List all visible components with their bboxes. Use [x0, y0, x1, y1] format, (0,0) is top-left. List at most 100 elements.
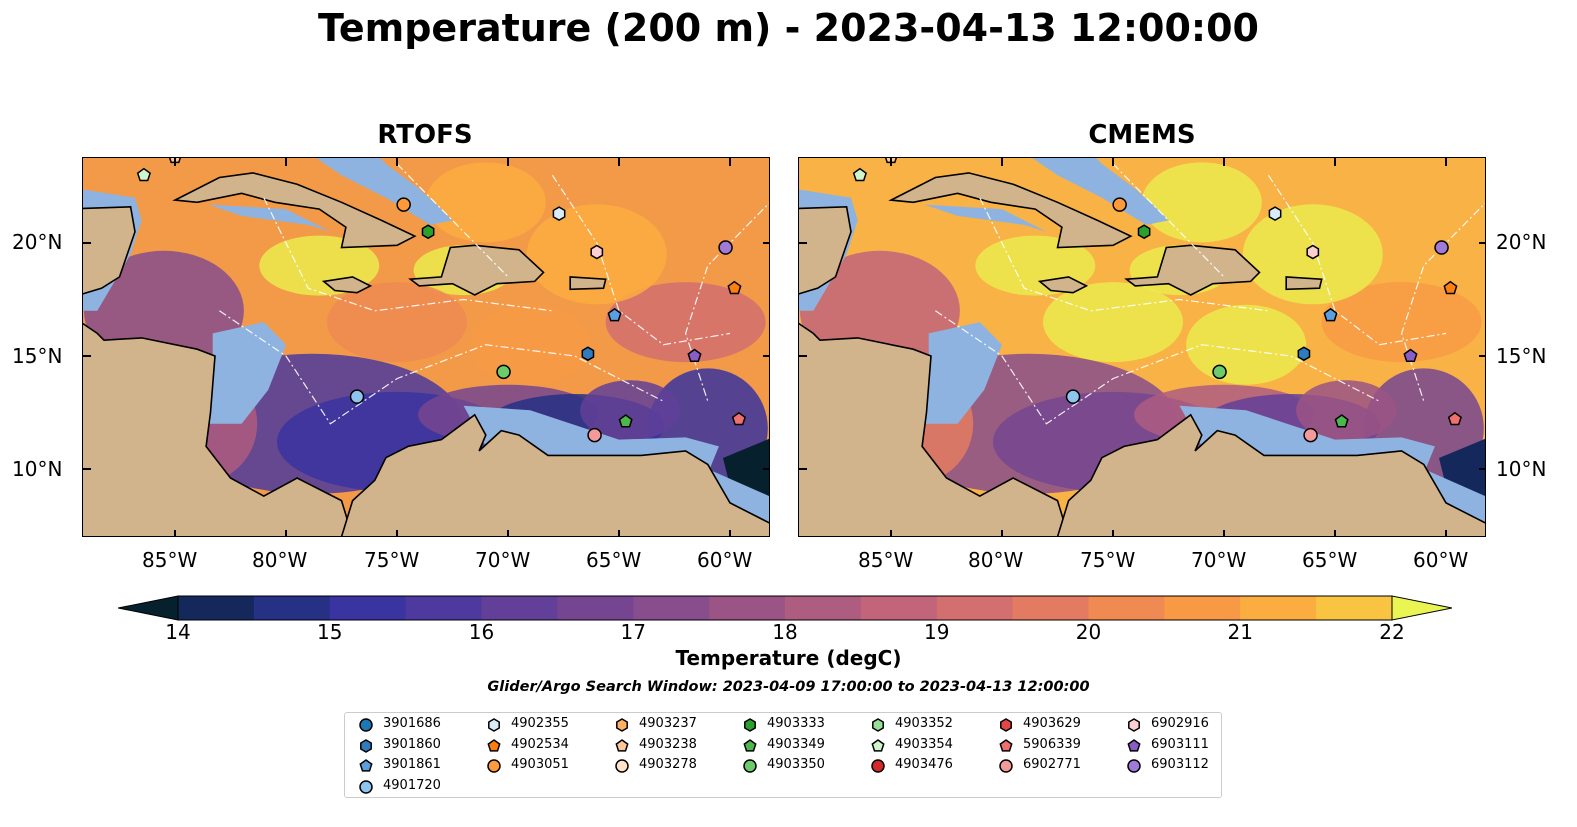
float-legend: 3901686 3901860 3901861 4901720 4902355 49025… — [344, 712, 1222, 798]
colorbar-segment — [1164, 596, 1241, 620]
legend-label-4902534: 4902534 — [511, 736, 569, 752]
map-rtofs-canvas — [83, 158, 769, 536]
legend-marker-4903349 — [743, 738, 757, 752]
legend-marker-4903629 — [1000, 718, 1012, 732]
float-4903350-marker — [1212, 364, 1227, 380]
float-4902534-marker — [1443, 280, 1458, 295]
float-4903629-marker — [1000, 718, 1012, 732]
legend-marker-4903350 — [743, 759, 757, 773]
figure-title: Temperature (200 m) - 2023-04-13 12:00:0… — [317, 6, 1259, 50]
float-4903354-marker — [871, 738, 885, 752]
y-tick-left-10N: 10°N — [12, 457, 63, 481]
temperature-blob — [605, 282, 766, 363]
float-3901860-marker — [360, 738, 372, 753]
colorbar-segment — [936, 596, 1014, 620]
legend-marker-5906339 — [999, 738, 1013, 752]
float-4903051-marker — [487, 759, 501, 773]
map-cmems — [798, 157, 1486, 537]
legend-label-4903278: 4903278 — [639, 757, 697, 772]
temperature-blob — [1296, 380, 1397, 441]
eez-boundary — [219, 310, 664, 425]
float-3901860-marker — [581, 346, 595, 362]
float-4903278-marker — [615, 759, 629, 773]
float-5906339-marker — [999, 738, 1013, 752]
float-4903350-marker — [743, 759, 757, 773]
eez-boundary — [935, 310, 1380, 425]
colorbar-segment — [481, 596, 558, 620]
float-4901720-marker — [349, 389, 365, 404]
temperature-blob — [1186, 304, 1307, 385]
eez-boundary — [979, 197, 1269, 312]
float-6903111-marker — [687, 348, 702, 363]
legend-label-4903333: 4903333 — [767, 716, 825, 731]
float-4902355-marker — [1268, 206, 1282, 221]
legend-marker-6902771 — [999, 759, 1013, 773]
land-centralAmerica — [83, 322, 354, 536]
float-4902534-marker — [727, 280, 742, 295]
legend-label-4903051: 4903051 — [511, 757, 569, 772]
eez-boundary — [551, 174, 731, 346]
legend-marker-4903354 — [871, 738, 885, 752]
float-4903051-marker — [1112, 197, 1127, 212]
x-tick-right-70W: 70°W — [1191, 548, 1247, 572]
x-tick-left-85W: 85°W — [142, 548, 198, 572]
float-4903476-marker — [871, 759, 885, 773]
eez-boundary — [263, 197, 553, 312]
shallow-water-nicBank — [208, 322, 286, 424]
colorbar-tick-label: 22 — [1379, 620, 1405, 644]
float-3901686-marker — [359, 718, 373, 732]
legend-marker-3901861 — [359, 759, 373, 772]
float-6902771-marker — [999, 759, 1013, 773]
float-4901720-marker — [1065, 389, 1081, 404]
colorbar-segment — [405, 596, 482, 620]
float-6902916-marker — [1306, 244, 1320, 260]
land-yucatan — [83, 205, 136, 295]
x-tick-left-70W: 70°W — [475, 548, 531, 572]
legend-marker-3901860 — [360, 738, 372, 753]
temperature-blob — [1043, 282, 1183, 363]
legend-label-4903352: 4903352 — [895, 716, 953, 731]
colorbar-segment — [253, 596, 331, 620]
map-cmems-canvas — [799, 158, 1485, 536]
legend-marker-4901720 — [359, 779, 373, 794]
legend-marker-4902534 — [487, 738, 501, 752]
colorbar-canvas — [117, 595, 1453, 621]
map-rtofs — [82, 157, 770, 537]
eez-boundary — [1267, 174, 1447, 346]
legend-marker-4902355 — [488, 718, 500, 732]
legend-label-6902771: 6902771 — [1023, 757, 1081, 772]
legend-label-5906339: 5906339 — [1023, 736, 1081, 752]
legend-label-4902355: 4902355 — [511, 716, 569, 731]
land-yucatan — [799, 205, 852, 295]
x-tick-right-60W: 60°W — [1413, 548, 1469, 572]
float-4903354-marker — [136, 167, 151, 182]
float-4903349-marker — [1334, 414, 1349, 428]
colorbar-extend-high — [1391, 595, 1453, 621]
x-tick-left-65W: 65°W — [586, 548, 642, 572]
legend-label-6902916: 6902916 — [1151, 716, 1209, 731]
colorbar-frame — [177, 595, 1393, 621]
legend-label-6903112: 6903112 — [1151, 757, 1209, 772]
x-tick-right-65W: 65°W — [1302, 548, 1358, 572]
land-hispaniola — [408, 244, 545, 296]
legend-label-3901686: 3901686 — [383, 716, 441, 731]
y-tick-right-20N: 20°N — [1496, 230, 1547, 254]
land-cuba — [888, 172, 1133, 249]
float-6903112-marker — [1434, 240, 1449, 255]
float-4903333-marker — [421, 224, 435, 240]
shallow-water-cubaS — [924, 204, 1047, 232]
legend-label-4903237: 4903237 — [639, 716, 697, 731]
shallow-water-nicBank — [924, 322, 1002, 424]
legend-label-6903111: 6903111 — [1151, 736, 1209, 752]
legend-marker-6903112 — [1127, 759, 1141, 773]
legend-label-3901861: 3901861 — [383, 757, 441, 772]
float-3901860-marker — [1297, 346, 1311, 362]
land-centralAmerica — [799, 322, 1070, 536]
legend-label-4903354: 4903354 — [895, 736, 953, 752]
colorbar-segment — [1240, 596, 1317, 620]
legend-label-4903629: 4903629 — [1023, 716, 1081, 731]
x-tick-right-80W: 80°W — [968, 548, 1024, 572]
y-tick-left-20N: 20°N — [12, 230, 63, 254]
float-4903352-marker — [872, 718, 884, 732]
eez-boundary — [684, 202, 769, 402]
